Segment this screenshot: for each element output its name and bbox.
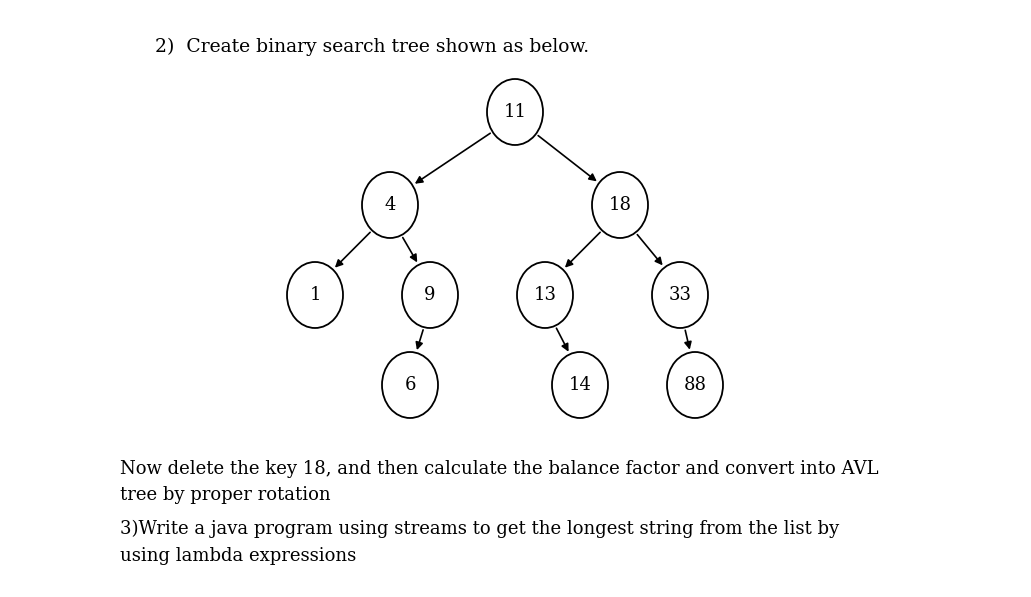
Text: Now delete the key 18, and then calculate the balance factor and convert into AV: Now delete the key 18, and then calculat… [120, 460, 878, 504]
Ellipse shape [402, 262, 458, 328]
Text: 33: 33 [668, 286, 692, 304]
Text: 1: 1 [309, 286, 321, 304]
Ellipse shape [552, 352, 608, 418]
Ellipse shape [487, 79, 543, 145]
Ellipse shape [667, 352, 723, 418]
Text: 4: 4 [385, 196, 396, 214]
Text: 18: 18 [608, 196, 632, 214]
Text: 88: 88 [684, 376, 706, 394]
Ellipse shape [287, 262, 343, 328]
Text: 2)  Create binary search tree shown as below.: 2) Create binary search tree shown as be… [155, 38, 589, 56]
Text: 6: 6 [404, 376, 415, 394]
Text: 14: 14 [568, 376, 592, 394]
Ellipse shape [517, 262, 573, 328]
Text: 13: 13 [533, 286, 557, 304]
Ellipse shape [592, 172, 648, 238]
Ellipse shape [362, 172, 418, 238]
Ellipse shape [383, 352, 438, 418]
Ellipse shape [652, 262, 708, 328]
Text: 9: 9 [424, 286, 436, 304]
Text: 11: 11 [503, 103, 527, 121]
Text: 3)Write a java program using streams to get the longest string from the list by
: 3)Write a java program using streams to … [120, 520, 839, 565]
